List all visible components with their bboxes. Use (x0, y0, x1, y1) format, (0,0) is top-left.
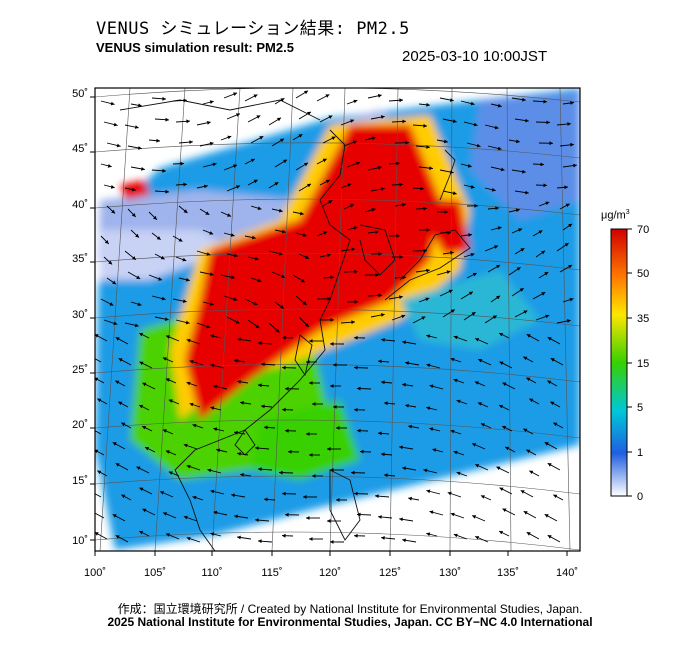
coastlines (119, 99, 471, 551)
lat-tick-label-45: 45˚ (72, 143, 88, 155)
axis-ticks (90, 96, 568, 556)
lat-tick-label-20: 20˚ (72, 419, 88, 431)
colorbar-unit-superscript: 3 (625, 209, 630, 216)
longitude-labels: 100˚ 105˚ 110˚ 115˚ 120˚ 125˚ 130˚ 135˚ … (84, 567, 578, 579)
lat-tick-label-15: 15˚ (72, 475, 88, 487)
colorbar-labels: 70 50 35 15 5 1 0 (637, 224, 649, 503)
colorbar: 70 50 35 15 5 1 0 (610, 224, 649, 503)
colorbar-label-0: 0 (637, 491, 643, 503)
colorbar-label-15: 15 (637, 358, 649, 370)
wind-vector-field (95, 90, 577, 544)
lat-tick-label-25: 25˚ (72, 364, 88, 376)
map-plot-area (95, 88, 580, 551)
colorbar-unit: μg/m3 (601, 209, 630, 222)
colorbar-label-70: 70 (637, 224, 649, 236)
lon-tick-label-120: 120˚ (319, 567, 341, 579)
footer-license: 2025 National Institute for Environmenta… (107, 615, 593, 629)
lon-tick-label-115: 115˚ (261, 567, 282, 579)
colorbar-ticks (627, 228, 632, 497)
colorbar-label-5: 5 (637, 402, 643, 414)
colorbar-label-35: 35 (637, 313, 649, 325)
colorbar-gradient (610, 228, 628, 497)
lon-tick-label-105: 105˚ (144, 567, 166, 579)
pm25-concentration-field (95, 88, 580, 550)
lon-tick-label-110: 110˚ (201, 567, 222, 579)
title-english: VENUS simulation result: PM2.5 (96, 40, 294, 55)
lat-tick-label-50: 50˚ (72, 88, 88, 100)
lat-tick-label-40: 40˚ (72, 199, 88, 211)
lon-tick-label-135: 135˚ (497, 567, 519, 579)
map-frame (94, 87, 581, 552)
lon-tick-label-100: 100˚ (84, 567, 106, 579)
lat-tick-label-10: 10˚ (72, 535, 88, 547)
lon-tick-label-130: 130˚ (439, 567, 461, 579)
lat-tick-label-35: 35˚ (72, 253, 88, 265)
colorbar-unit-text: μg/m (601, 209, 626, 222)
colorbar-label-1: 1 (637, 447, 643, 459)
lat-tick-label-30: 30˚ (72, 309, 88, 321)
title-japanese: VENUS シミュレーション結果: PM2.5 (96, 19, 410, 39)
colorbar-label-50: 50 (637, 268, 649, 280)
latitude-labels: 50˚ 45˚ 40˚ 35˚ 30˚ 25˚ 20˚ 15˚ 10˚ (72, 88, 88, 547)
lon-tick-label-140: 140˚ (556, 567, 578, 579)
footer-credit: 作成：国立環境研究所 / Created by National Institu… (117, 602, 583, 616)
forecast-datetime: 2025-03-10 10:00JST (402, 48, 548, 65)
lon-tick-label-125: 125˚ (379, 567, 401, 579)
